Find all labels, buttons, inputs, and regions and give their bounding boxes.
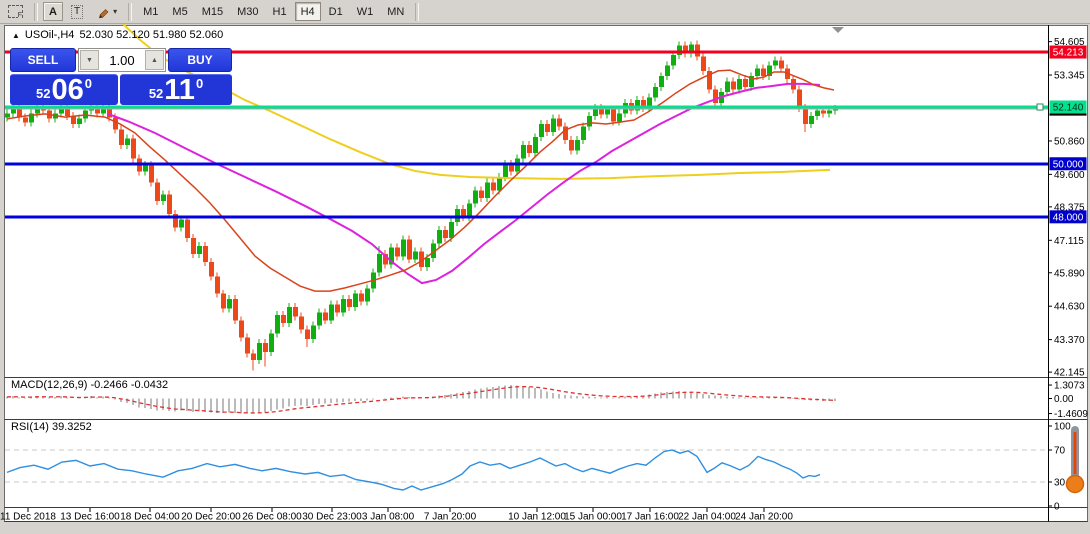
- one-click-trade-panel: SELL ▼ 1.00 ▲ BUY 52 06 0 52 11 0: [10, 48, 232, 106]
- svg-text:54.605: 54.605: [1054, 37, 1085, 48]
- toolbar-separator: [128, 2, 133, 21]
- toolbar-separator: [415, 2, 420, 21]
- rsi-label: RSI(14) 39.3252: [11, 421, 92, 433]
- svg-text:-1.4609: -1.4609: [1054, 409, 1088, 420]
- ask-small-digits: 52: [148, 86, 164, 101]
- volume-increase-button[interactable]: ▲: [145, 50, 164, 70]
- ask-sup-digit: 0: [195, 76, 204, 91]
- svg-text:20 Dec 20:00: 20 Dec 20:00: [181, 512, 241, 523]
- svg-text:48.375: 48.375: [1054, 202, 1085, 213]
- toolbar: F A T ▾ M1 M5 M15 M30 H1 H4 D1 W1 MN: [0, 0, 1090, 24]
- status-bar: [0, 523, 1090, 534]
- chart-frame-button[interactable]: F: [2, 2, 29, 21]
- timeframe-m1[interactable]: M1: [143, 5, 159, 18]
- thermometer-icon: [1065, 426, 1085, 494]
- rsi-pane: [5, 449, 1048, 491]
- timeframe-mn[interactable]: MN: [387, 5, 405, 18]
- svg-text:30: 30: [1054, 478, 1066, 489]
- svg-text:54.213: 54.213: [1053, 48, 1084, 59]
- svg-text:45.890: 45.890: [1054, 268, 1085, 279]
- shift-marker-icon: [832, 27, 844, 33]
- svg-text:43.370: 43.370: [1054, 335, 1085, 346]
- svg-text:11 Dec 2018: 11 Dec 2018: [0, 512, 56, 523]
- macd-signal-line: [6, 385, 836, 414]
- svg-text:24 Jan 20:00: 24 Jan 20:00: [735, 512, 793, 523]
- buy-button[interactable]: BUY: [168, 48, 232, 72]
- time-axis: 11 Dec 2018 13 Dec 16:00 18 Dec 04:00 20 De…: [0, 508, 793, 523]
- line-handle-icon: [1036, 103, 1044, 111]
- svg-text:1.3073: 1.3073: [1054, 381, 1085, 392]
- svg-text:22 Jan 04:00: 22 Jan 04:00: [678, 512, 736, 523]
- rsi-line: [6, 449, 821, 491]
- svg-text:30 Dec 23:00: 30 Dec 23:00: [302, 512, 362, 523]
- ohlc-values: 52.030 52.120 51.980 52.060: [79, 29, 224, 41]
- svg-text:44.630: 44.630: [1054, 302, 1085, 313]
- svg-text:53.345: 53.345: [1054, 71, 1085, 82]
- svg-text:7 Jan 20:00: 7 Jan 20:00: [424, 512, 477, 523]
- ma-mid_magenta-line: [107, 82, 821, 285]
- svg-text:48.000: 48.000: [1053, 212, 1084, 223]
- price-axis: 54.605 53.345 50.860 49.600 48.375 47.115 45.8…: [1036, 37, 1088, 513]
- timeframe-w1[interactable]: W1: [356, 5, 374, 18]
- symbol-label: USOil-,H4: [24, 29, 75, 41]
- dashed-frame-icon: F: [8, 5, 23, 19]
- timeframe-m30[interactable]: M30: [237, 5, 259, 18]
- svg-text:3 Jan 08:00: 3 Jan 08:00: [362, 512, 415, 523]
- ma-fast_red-line: [6, 69, 835, 292]
- crayon-icon: [99, 8, 109, 18]
- timeframe-d1[interactable]: D1: [328, 5, 343, 18]
- svg-text:13 Dec 16:00: 13 Dec 16:00: [60, 512, 120, 523]
- horizontal-levels: [5, 50, 1048, 219]
- svg-text:15 Jan 00:00: 15 Jan 00:00: [564, 512, 622, 523]
- collapse-arrow-icon[interactable]: ▲: [12, 30, 20, 40]
- svg-text:10 Jan 12:00: 10 Jan 12:00: [508, 512, 566, 523]
- svg-text:0.00: 0.00: [1054, 394, 1074, 405]
- ask-price[interactable]: 52 11 0: [120, 74, 232, 106]
- svg-text:49.600: 49.600: [1054, 170, 1085, 181]
- svg-text:0: 0: [1054, 502, 1060, 513]
- toolbar-separator: [34, 2, 38, 21]
- macd-label: MACD(12,26,9) -0.2466 -0.0432: [11, 379, 169, 391]
- volume-stepper: ▼ 1.00 ▲: [78, 48, 166, 72]
- ask-big-digits: 11: [164, 74, 195, 106]
- font-button[interactable]: A: [43, 2, 63, 21]
- sell-button[interactable]: SELL: [10, 48, 76, 72]
- crayon-button[interactable]: ▾: [91, 2, 123, 21]
- timeframe-h4[interactable]: H4: [294, 2, 321, 21]
- svg-text:26 Dec 08:00: 26 Dec 08:00: [242, 512, 302, 523]
- timeframe-m5[interactable]: M5: [172, 5, 188, 18]
- dropdown-arrow-icon: ▾: [113, 7, 118, 16]
- timeframe-m15[interactable]: M15: [201, 5, 224, 18]
- bid-small-digits: 52: [36, 86, 51, 101]
- svg-text:18 Dec 04:00: 18 Dec 04:00: [120, 512, 180, 523]
- svg-text:50.000: 50.000: [1053, 159, 1084, 170]
- svg-text:70: 70: [1054, 446, 1066, 457]
- timeframe-h1[interactable]: H1: [272, 5, 287, 18]
- svg-text:17 Jan 16:00: 17 Jan 16:00: [621, 512, 679, 523]
- volume-decrease-button[interactable]: ▼: [80, 50, 99, 70]
- symbol-info: ▲ USOil-,H4 52.030 52.120 51.980 52.060: [12, 29, 223, 41]
- svg-text:100: 100: [1054, 422, 1071, 433]
- text-tool-icon: T: [71, 4, 84, 19]
- bid-price[interactable]: 52 06 0: [10, 74, 118, 106]
- svg-text:52.140: 52.140: [1053, 103, 1084, 114]
- pane-separators: [4, 25, 1088, 522]
- svg-text:50.860: 50.860: [1054, 136, 1085, 147]
- svg-text:47.115: 47.115: [1054, 236, 1084, 247]
- svg-text:42.145: 42.145: [1054, 368, 1085, 379]
- volume-input[interactable]: 1.00: [109, 52, 135, 68]
- text-tool-button[interactable]: T: [65, 2, 89, 21]
- bid-big-digits: 06: [51, 74, 84, 106]
- bid-sup-digit: 0: [84, 76, 92, 91]
